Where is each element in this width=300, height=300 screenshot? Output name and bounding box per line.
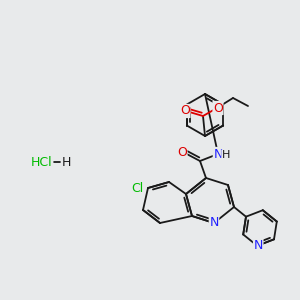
Text: Cl: Cl [132, 182, 144, 194]
Text: O: O [213, 101, 223, 115]
Text: H: H [222, 150, 230, 160]
Text: HCl: HCl [31, 155, 53, 169]
Text: O: O [177, 146, 187, 158]
Text: N: N [213, 148, 223, 160]
Text: H: H [61, 155, 71, 169]
Text: N: N [209, 217, 219, 230]
Text: O: O [180, 104, 190, 118]
Text: N: N [254, 239, 263, 252]
